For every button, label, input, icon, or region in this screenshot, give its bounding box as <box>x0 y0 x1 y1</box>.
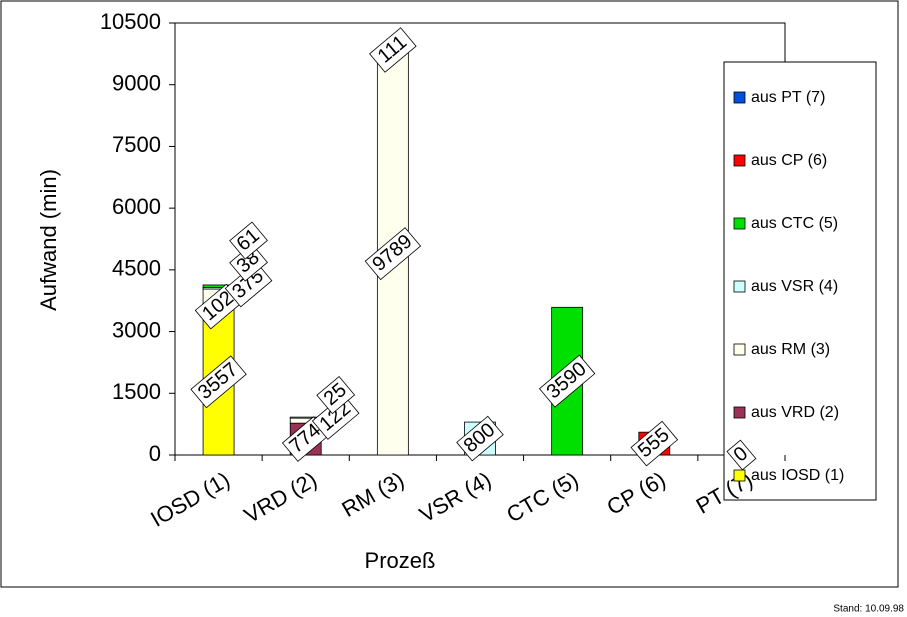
data-label-box <box>364 227 422 281</box>
y-tick-label: 7500 <box>112 132 161 157</box>
data-label-box <box>630 420 679 467</box>
legend <box>723 61 877 501</box>
data-label-box <box>190 355 247 409</box>
data-label-box <box>316 376 356 415</box>
data-label-box <box>538 354 596 408</box>
legend-swatch <box>733 469 746 482</box>
legend-label: aus PT (7) <box>751 89 825 106</box>
data-label-box <box>726 439 757 471</box>
footnote: Stand: 10.09.98 <box>833 604 904 615</box>
legend-label: aus CTC (5) <box>751 215 838 232</box>
legend-swatch <box>733 343 746 356</box>
legend-swatch <box>733 154 746 167</box>
y-tick-label: 10500 <box>100 9 161 34</box>
data-label-group: 61 <box>229 221 268 260</box>
plot-area <box>174 22 786 456</box>
data-label-group: 0 <box>726 439 757 471</box>
data-label-box <box>369 27 417 73</box>
legend-swatch <box>733 217 746 230</box>
y-tick-label: 1500 <box>112 379 161 404</box>
data-label-box <box>456 415 504 462</box>
y-axis-title: Aufwand (min) <box>36 169 61 311</box>
y-tick-label: 3000 <box>112 317 161 342</box>
legend-label: aus IOSD (1) <box>751 467 844 484</box>
legend-label: aus VRD (2) <box>751 404 839 421</box>
legend-swatch <box>733 406 746 419</box>
data-label-box <box>229 221 268 260</box>
x-axis-title: Prozeß <box>365 548 436 573</box>
y-tick-label: 4500 <box>112 256 161 281</box>
legend-label: aus VSR (4) <box>751 278 838 295</box>
y-tick-label: 9000 <box>112 71 161 96</box>
legend-swatch <box>733 91 746 104</box>
y-tick-label: 0 <box>149 441 161 466</box>
y-tick-label: 6000 <box>112 194 161 219</box>
legend-label: aus CP (6) <box>751 152 827 169</box>
legend-label: aus RM (3) <box>751 341 830 358</box>
legend-swatch <box>733 280 746 293</box>
